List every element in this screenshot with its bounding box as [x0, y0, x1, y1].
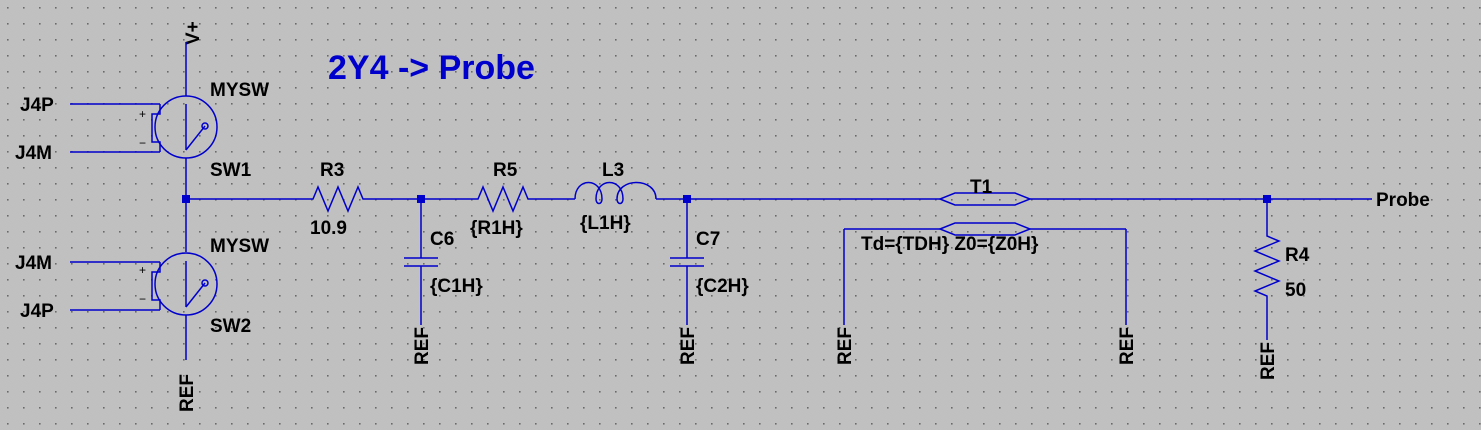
sw1-ctrl-bracket	[151, 104, 161, 152]
sw2-model-label: MYSW	[210, 236, 269, 257]
ground-label-c7: REF	[678, 327, 699, 365]
r3-ref-label: R3	[320, 160, 344, 181]
sw2-plus-sign: +	[139, 263, 146, 277]
resistor-r5[interactable]: R5 {R1H}	[470, 160, 535, 239]
sw1-contact	[201, 122, 209, 130]
sw2-pin-bottom-label: J4P	[20, 301, 54, 322]
supply-label: V+	[183, 21, 204, 45]
junction-sw	[182, 195, 190, 203]
ground-label-t1-right: REF	[1117, 327, 1138, 365]
sw1-plus-sign: +	[139, 107, 146, 121]
sw1-model-label: MYSW	[210, 80, 269, 101]
t1-upper-body	[937, 192, 1033, 206]
switch-sw1[interactable]: V+ + − J4P J4M MYSW SW1	[15, 21, 269, 199]
r4-ref-label: R4	[1285, 245, 1310, 266]
sw1-blade	[185, 125, 206, 151]
schematic-title: 2Y4 -> Probe	[328, 49, 535, 87]
capacitor-c6[interactable]: C6 {C1H} REF	[404, 199, 483, 365]
r5-zigzag	[470, 185, 535, 213]
sw1-pin-bottom-label: J4M	[15, 143, 52, 164]
r4-zigzag	[1253, 199, 1281, 340]
capacitor-c7[interactable]: C7 {C2H} REF	[670, 199, 749, 365]
ground-label-r4: REF	[1258, 342, 1279, 380]
sw1-pin-top-label: J4P	[20, 95, 54, 116]
resistor-r3[interactable]: R3 10.9	[305, 160, 370, 239]
sw2-ref-label: SW2	[210, 316, 251, 337]
sw2-ctrl-bracket	[151, 262, 161, 310]
ground-label-sw2: REF	[177, 374, 198, 412]
r3-zigzag	[305, 185, 370, 213]
sw2-contact	[201, 279, 209, 287]
r5-ref-label: R5	[493, 160, 518, 181]
t1-ref-label: T1	[970, 177, 993, 198]
ground-label-c6: REF	[412, 327, 433, 365]
l3-coil	[574, 181, 657, 205]
sw2-blade	[185, 282, 206, 308]
t1-value-label: Td={TDH} Z0={Z0H}	[861, 234, 1039, 255]
r5-value-label: {R1H}	[470, 218, 523, 239]
r3-value-label: 10.9	[310, 218, 347, 239]
l3-ref-label: L3	[602, 160, 624, 181]
l3-value-label: {L1H}	[580, 213, 631, 234]
r4-value-label: 50	[1285, 280, 1306, 301]
sw2-minus-sign: −	[139, 292, 146, 306]
c6-ref-label: C6	[430, 229, 454, 250]
sw1-minus-sign: −	[139, 136, 146, 150]
sw1-ref-label: SW1	[210, 160, 252, 181]
transmission-line-t1[interactable]: T1 Td={TDH} Z0={Z0H} REF REF	[835, 177, 1138, 365]
c7-value-label: {C2H}	[696, 276, 749, 297]
resistor-r4[interactable]: R4 50 REF	[1253, 199, 1310, 380]
switch-sw2[interactable]: + − J4M J4P MYSW SW2 REF	[15, 199, 269, 412]
inductor-l3[interactable]: L3 {L1H}	[574, 160, 657, 234]
c7-ref-label: C7	[696, 229, 720, 250]
ground-label-t1-left: REF	[835, 327, 856, 365]
probe-label: Probe	[1376, 190, 1430, 211]
sw2-pin-top-label: J4M	[15, 253, 52, 274]
c6-value-label: {C1H}	[430, 276, 483, 297]
